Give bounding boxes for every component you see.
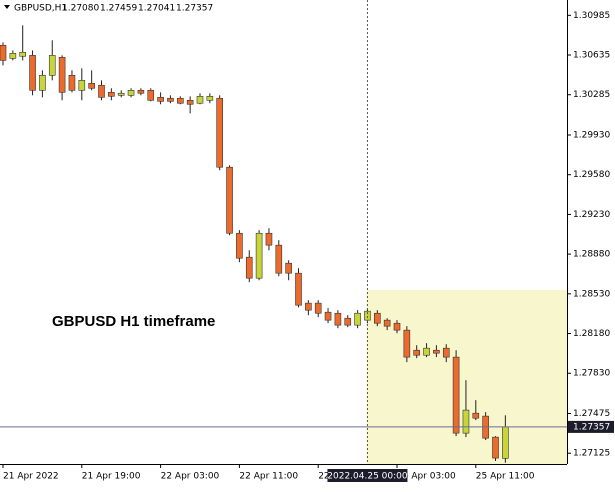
candle-body <box>472 412 480 419</box>
candle-body <box>354 312 361 326</box>
candle-body <box>373 312 381 324</box>
candle-body <box>305 302 312 311</box>
y-tick-label: 1.29230 <box>573 210 610 220</box>
candle-body <box>334 312 342 326</box>
candle-body <box>29 55 36 91</box>
candle-body <box>9 53 17 59</box>
candle-body <box>502 426 509 459</box>
y-tick-label: 1.28180 <box>573 329 610 339</box>
x-tick-label: 22 Apr 03:00 <box>161 472 220 482</box>
overlay-layer: 1.27080 1.27459 1.27041 1.273571.309851.306… <box>0 0 614 482</box>
header-value: 1.27041 <box>138 4 175 14</box>
candle-body <box>442 347 450 358</box>
candle-body <box>108 92 115 97</box>
candle-body <box>117 92 125 96</box>
x-tick-label: 21 Apr 19:00 <box>82 472 141 482</box>
candle-body <box>344 317 352 326</box>
candle-body <box>68 75 76 91</box>
candle-body <box>206 96 214 101</box>
x-tick-label: 21 Apr 2022 <box>3 472 59 482</box>
candle-body <box>167 97 174 102</box>
candle-body <box>78 80 86 91</box>
candle-body <box>275 244 283 274</box>
highlight-box <box>366 289 567 464</box>
y-tick-label: 1.30285 <box>573 90 610 100</box>
candle-body <box>98 85 105 98</box>
candle-body <box>285 262 292 274</box>
candle-body <box>0 44 7 61</box>
candle-body <box>265 232 273 246</box>
candle-body <box>157 97 164 102</box>
highlight-layer <box>366 289 567 464</box>
candle-body <box>127 90 135 96</box>
header-value: 1.27080 <box>62 4 99 14</box>
candle-body <box>314 302 322 314</box>
candle-body <box>452 356 460 434</box>
candle-body <box>147 90 155 101</box>
candle-body <box>177 97 184 104</box>
y-tick-label: 1.28530 <box>573 289 610 299</box>
candle-body <box>383 319 391 327</box>
last-price-box <box>568 420 614 433</box>
last-price-label: 1.27357 <box>573 422 610 432</box>
symbol: GBPUSD,H1 <box>14 4 67 14</box>
candle-body <box>216 97 223 168</box>
annotation: GBPUSD H1 timeframe <box>52 313 215 330</box>
candle-body <box>324 311 332 321</box>
x-tick-label: 25 Apr 11:00 <box>476 472 535 482</box>
crosshair-label: 2022.04.25 00:00 <box>327 472 408 482</box>
x-tick-label: 25 Apr 03:00 <box>397 472 456 482</box>
x-tick-label: 22 Apr 11:00 <box>239 472 298 482</box>
candle-body <box>88 82 95 89</box>
y-tick-label: 1.28880 <box>573 250 610 260</box>
candle-body <box>137 90 145 94</box>
header-value: 1.27357 <box>176 4 213 14</box>
candles-layer <box>0 25 509 463</box>
y-tick-label: 1.30985 <box>573 11 610 21</box>
y-tick-label: 1.27125 <box>573 449 610 459</box>
candle-body <box>433 349 440 354</box>
candle-body <box>19 51 27 57</box>
candle-body <box>492 436 499 459</box>
candle-body <box>413 349 421 356</box>
candle-body <box>245 256 253 279</box>
candle-body <box>58 56 66 93</box>
candle-body <box>226 166 233 234</box>
candle-body <box>236 232 243 259</box>
y-tick-label: 1.27475 <box>573 409 610 419</box>
y-tick-label: 1.29580 <box>573 170 610 180</box>
y-tick-label: 1.29930 <box>573 131 610 141</box>
candle-body <box>39 75 46 91</box>
header-icon <box>4 5 10 9</box>
candle-body <box>393 322 401 331</box>
candle-body <box>196 96 204 104</box>
candle-body <box>255 232 263 279</box>
candle-body <box>462 409 470 434</box>
y-tick-label: 1.27830 <box>573 369 610 379</box>
candle-body <box>186 99 194 105</box>
candle-body <box>48 55 56 76</box>
header-value: 1.27459 <box>100 4 137 14</box>
crosshair-box <box>327 469 408 482</box>
candle-body <box>403 329 411 358</box>
candle-body <box>295 272 302 306</box>
y-tick-label: 1.30635 <box>573 51 610 61</box>
candle-body <box>423 347 430 356</box>
